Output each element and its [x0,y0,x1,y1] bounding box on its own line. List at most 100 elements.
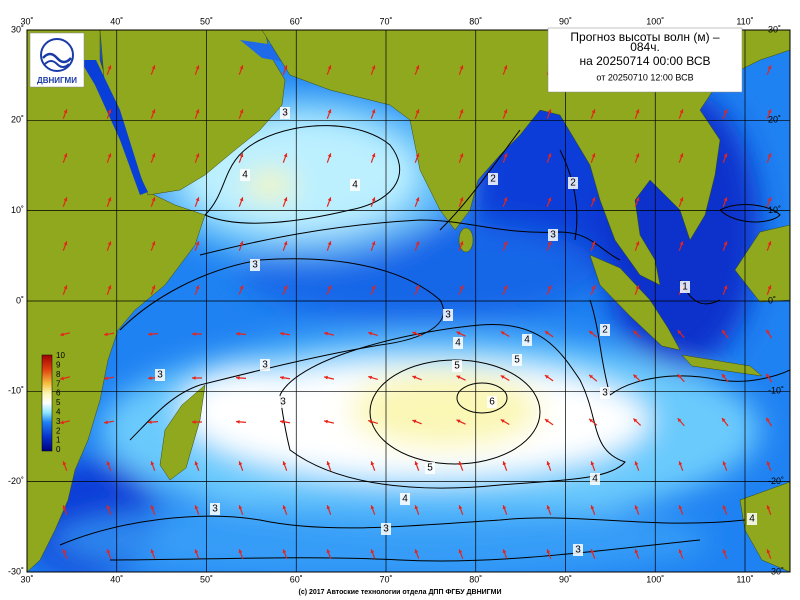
arrow-head [502,505,507,510]
contour-label: 2 [602,325,608,336]
arrow-head [283,285,288,290]
arrow-head [458,461,463,466]
contour-label: 3 [602,388,608,399]
contour-label-bg [512,354,522,366]
arrow-head [503,285,508,290]
arrow-head [326,505,331,510]
contour-label-bg [568,177,578,189]
lat-label-left: -30˚ [8,566,24,576]
arrow-head [766,417,770,422]
lon-label-top: 50˚ [200,16,213,26]
arrow-head [370,461,375,466]
arrow-head [633,330,638,335]
contour-label-bg [487,396,497,408]
arrow-head [283,65,288,70]
arrow-head [236,331,240,336]
arrow-head [456,419,461,424]
lon-label-top: 30˚ [20,16,33,26]
arrow-head [459,241,464,246]
contour-label: 4 [402,494,408,505]
contour-label: 3 [252,260,258,271]
map-frame [26,29,791,573]
arrow-head [236,375,240,380]
arrow-head [150,461,155,466]
arrow-head [107,109,112,114]
arrow-head [591,197,596,202]
arrow-head [107,65,112,70]
contour-label: 3 [282,108,288,119]
contour-label: 3 [157,370,163,381]
arrow-head [590,549,595,554]
title-line2: 084ч. [630,40,660,54]
arrow-head [458,505,463,510]
arrow-head [194,505,199,510]
contour-label-bg [600,387,610,399]
contour-label-bg [573,544,583,556]
arrow-head [679,197,684,202]
arrow-head [723,197,728,202]
arrow-head [60,332,64,337]
arrow-head [678,549,683,554]
lat-label-left: -10˚ [8,386,24,396]
colorbar-label: 3 [56,417,61,426]
arrow-head [414,549,419,554]
arrow-head [194,461,199,466]
lat-label-right: -10˚ [768,386,784,396]
arrow-head [63,153,68,158]
lon-label-bottom: 110˚ [736,574,753,584]
arrow-head [192,332,196,336]
arrow-head [280,375,284,380]
arrow-head [195,65,200,70]
colorbar-label: 6 [56,389,61,398]
arrow-head [546,505,551,510]
arrow-head [63,109,68,114]
arrow-head [634,461,639,466]
arrow-head [767,241,772,246]
lon-label-bottom: 90˚ [559,574,572,584]
lon-label-bottom: 100˚ [646,574,664,584]
arrow-head [589,330,594,335]
contour-label: 4 [242,170,248,181]
arrow-head [547,109,552,114]
contour-label-bg [278,396,288,408]
contour-label: 1 [682,282,688,293]
arrow-head [415,109,420,114]
arrow-head [63,285,68,290]
arrow-head [148,376,152,381]
contour-label: 4 [455,338,461,349]
arrow-head [722,505,727,510]
arrow-head [106,461,111,466]
lat-label-right: 0˚ [768,295,776,305]
arrow-head [458,549,463,554]
contour-label-bg [350,179,360,191]
arrow-head [104,420,108,425]
contour-label-bg [260,359,270,371]
arrow-head [591,153,596,158]
arrow-head [767,109,772,114]
contour-label-bg [453,337,463,349]
lat-label-right: 20˚ [768,115,781,125]
arrow-head [368,375,373,380]
contour-label-bg [425,462,435,474]
arrow-head [326,461,331,466]
contour-label: 4 [524,335,530,346]
colorbar-label: 4 [56,408,61,417]
arrow-head [503,197,508,202]
arrow-head [326,549,331,554]
arrow-head [280,419,284,424]
contour-label-bg [280,107,290,119]
lon-label-bottom: 30˚ [20,574,33,584]
contour-label-bg [548,229,558,241]
arrow-head [327,65,332,70]
contour-label-bg [400,493,410,505]
arrow-head [591,285,596,290]
arrow-head [546,461,551,466]
arrow-head [634,549,639,554]
arrow-head [414,505,419,510]
arrow-head [634,505,639,510]
contour-label: 3 [280,397,286,408]
arrow-head [767,65,772,70]
arrow-head [63,197,68,202]
arrow-head [280,331,284,336]
contour-label-bg [155,369,165,381]
